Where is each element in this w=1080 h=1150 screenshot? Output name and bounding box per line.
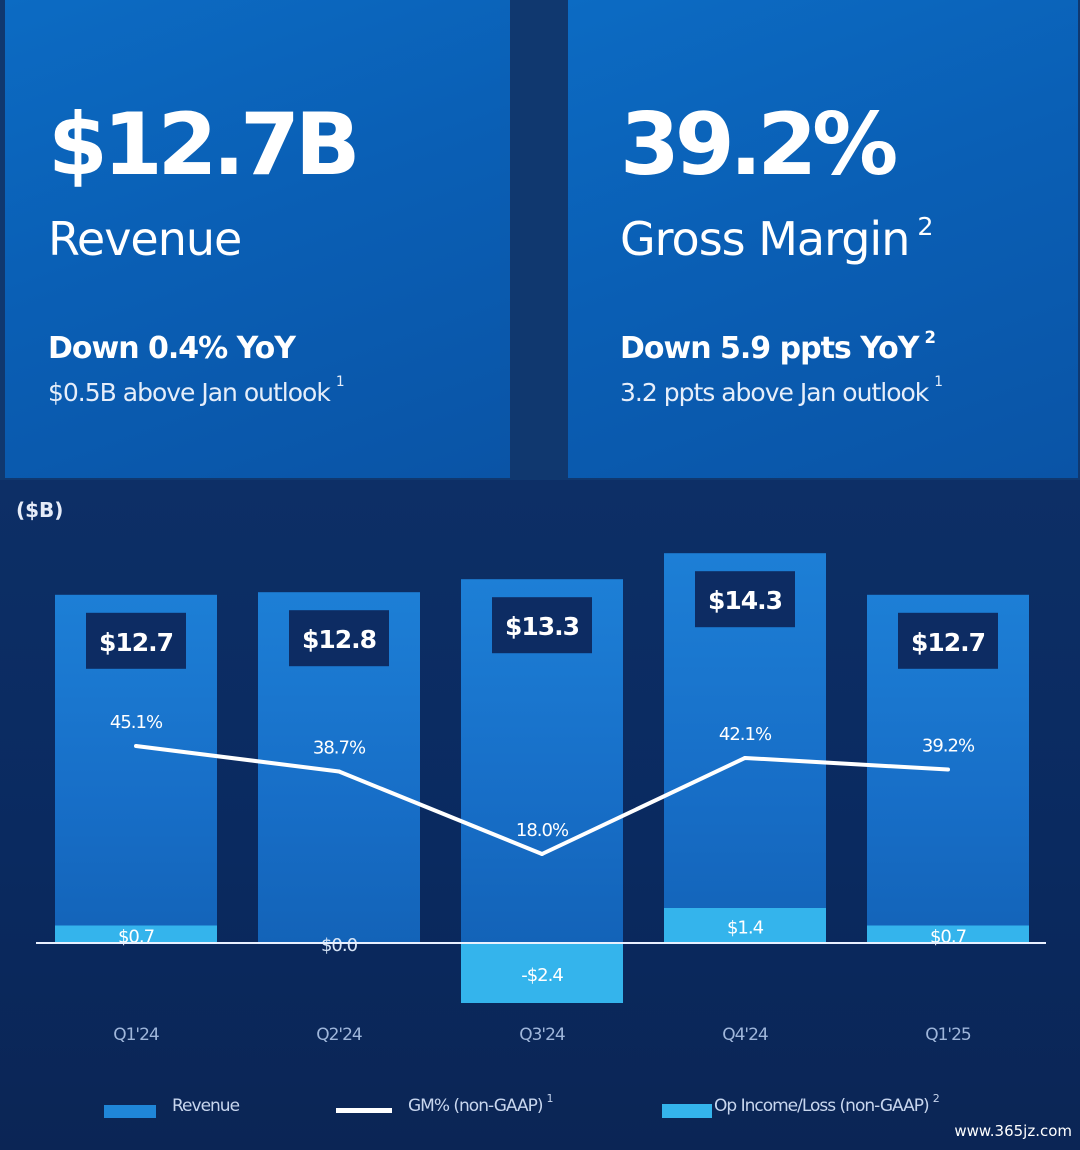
revenue-card: $12.7B Revenue Down 0.4% YoY $0.5B above… [5,0,510,478]
revenue-value-box [289,610,389,667]
revenue-value: $12.7B [48,95,361,195]
gross-margin-label: 45.1% [110,712,163,733]
revenue-outlook-text: $0.5B above Jan outlook [48,378,331,407]
legend-opinc-footnote: 2 [932,1092,940,1105]
op-income-bar [664,908,826,943]
revenue-label: Revenue [48,212,242,266]
op-income-label: $1.4 [727,918,764,939]
revenue-value-label: $14.3 [708,586,782,615]
gross-margin-label: 18.0% [516,820,569,841]
revenue-value-box [492,597,592,654]
gross-margin-change-footnote: 2 [924,328,937,347]
revenue-chart: $12.7 $0.7 Q1'24 $12.8 $0.0 Q2'24 $13.3 -$2.4 Q3… [36,553,1046,1045]
gross-margin-outlook-footnote: 1 [934,374,943,390]
kpi-panel: $12.7B Revenue Down 0.4% YoY $0.5B above… [0,0,1080,480]
op-income-bar [867,925,1029,943]
legend-revenue-text: Revenue [172,1096,240,1116]
unit-label: ($B) [16,498,64,522]
revenue-outlook: $0.5B above Jan outlook 1 [48,375,345,407]
watermark: www.365jz.com [954,1122,1072,1140]
revenue-value-label: $12.8 [302,625,376,654]
gross-margin-value: 39.2% [620,95,898,195]
gross-margin-label-footnote: 2 [917,212,933,241]
gross-margin-point [337,769,341,774]
revenue-value-box [898,612,998,669]
revenue-outlook-footnote: 1 [335,374,345,390]
gross-margin-label: 42.1% [719,724,772,745]
category-label: Q1'25 [925,1025,971,1045]
legend-gm-footnote: 1 [546,1092,554,1105]
legend-gm-label: GM% (non-GAAP) 1 [408,1092,554,1116]
op-income-label: -$2.4 [521,965,563,986]
revenue-value-label: $12.7 [99,628,173,657]
gross-margin-outlook: 3.2 ppts above Jan outlook 1 [620,375,943,407]
chart-panel: ($B) $12.7 $0.7 Q1'24 $12.8 $0.0 Q2'24 $13.3 -$… [0,480,1080,1150]
revenue-value-box [86,612,186,669]
category-label: Q3'24 [519,1025,565,1045]
revenue-value-label: $13.3 [505,612,579,641]
legend-gm-swatch [336,1108,392,1113]
legend-opinc-text: Op Income/Loss (non-GAAP) [714,1096,930,1116]
revenue-value-box [695,571,795,628]
gross-margin-outlook-text: 3.2 ppts above Jan outlook [620,378,929,407]
legend-revenue-swatch [104,1105,156,1118]
op-income-label: $0.7 [930,926,966,947]
gross-margin-point [540,852,544,856]
op-income-label: $0.7 [118,926,154,947]
gross-margin-point [134,744,138,748]
category-label: Q4'24 [722,1025,768,1045]
op-income-label: $0.0 [321,935,358,956]
gross-margin-label: Gross Margin 2 [620,214,933,262]
revenue-change: Down 0.4% YoY [48,331,296,366]
gross-margin-change: Down 5.9 ppts YoY 2 [620,329,936,366]
category-label: Q1'24 [113,1025,159,1045]
op-income-bar [55,925,217,943]
legend-revenue-label: Revenue [172,1096,240,1116]
legend-gm-text: GM% (non-GAAP) [408,1096,544,1116]
gross-margin-label: 39.2% [922,736,975,757]
gross-margin-change-text: Down 5.9 ppts YoY [620,331,920,366]
op-income-bar [461,943,623,1003]
category-label: Q2'24 [316,1025,362,1045]
legend-opinc-label: Op Income/Loss (non-GAAP) 2 [714,1092,940,1116]
gross-margin-card: 39.2% Gross Margin 2 Down 5.9 ppts YoY 2 3… [568,0,1078,478]
gross-margin-label-text: Gross Margin [620,212,910,266]
gross-margin-point [743,755,747,760]
gross-margin-label: 38.7% [313,738,366,759]
revenue-value-label: $12.7 [911,628,985,657]
legend-opinc-swatch [662,1104,712,1118]
gross-margin-point [946,767,950,772]
